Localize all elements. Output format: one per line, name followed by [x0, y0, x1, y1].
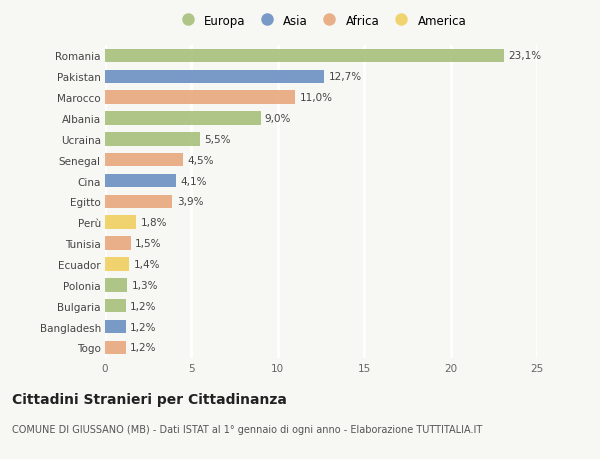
Text: 1,4%: 1,4% — [134, 259, 160, 269]
Text: 9,0%: 9,0% — [265, 114, 291, 124]
Bar — [105, 279, 127, 292]
Text: 4,5%: 4,5% — [187, 155, 214, 165]
Text: 12,7%: 12,7% — [329, 72, 362, 82]
Bar — [105, 216, 136, 230]
Bar — [105, 299, 126, 313]
Text: 1,2%: 1,2% — [130, 301, 157, 311]
Bar — [105, 341, 126, 354]
Bar — [105, 320, 126, 334]
Bar — [105, 257, 129, 271]
Bar — [105, 91, 295, 105]
Bar — [105, 70, 325, 84]
Text: COMUNE DI GIUSSANO (MB) - Dati ISTAT al 1° gennaio di ogni anno - Elaborazione T: COMUNE DI GIUSSANO (MB) - Dati ISTAT al … — [12, 425, 482, 435]
Bar — [105, 154, 183, 167]
Text: 4,1%: 4,1% — [180, 176, 206, 186]
Text: 1,2%: 1,2% — [130, 342, 157, 353]
Text: 3,9%: 3,9% — [177, 197, 203, 207]
Text: 11,0%: 11,0% — [299, 93, 332, 103]
Legend: Europa, Asia, Africa, America: Europa, Asia, Africa, America — [176, 15, 466, 28]
Bar — [105, 174, 176, 188]
Text: 1,3%: 1,3% — [132, 280, 158, 290]
Text: 23,1%: 23,1% — [508, 51, 542, 62]
Text: 5,5%: 5,5% — [205, 134, 231, 145]
Bar — [105, 195, 172, 209]
Text: 1,5%: 1,5% — [135, 239, 162, 249]
Bar — [105, 50, 504, 63]
Bar — [105, 112, 260, 125]
Text: Cittadini Stranieri per Cittadinanza: Cittadini Stranieri per Cittadinanza — [12, 392, 287, 406]
Text: 1,8%: 1,8% — [140, 218, 167, 228]
Bar — [105, 237, 131, 250]
Text: 1,2%: 1,2% — [130, 322, 157, 332]
Bar — [105, 133, 200, 146]
